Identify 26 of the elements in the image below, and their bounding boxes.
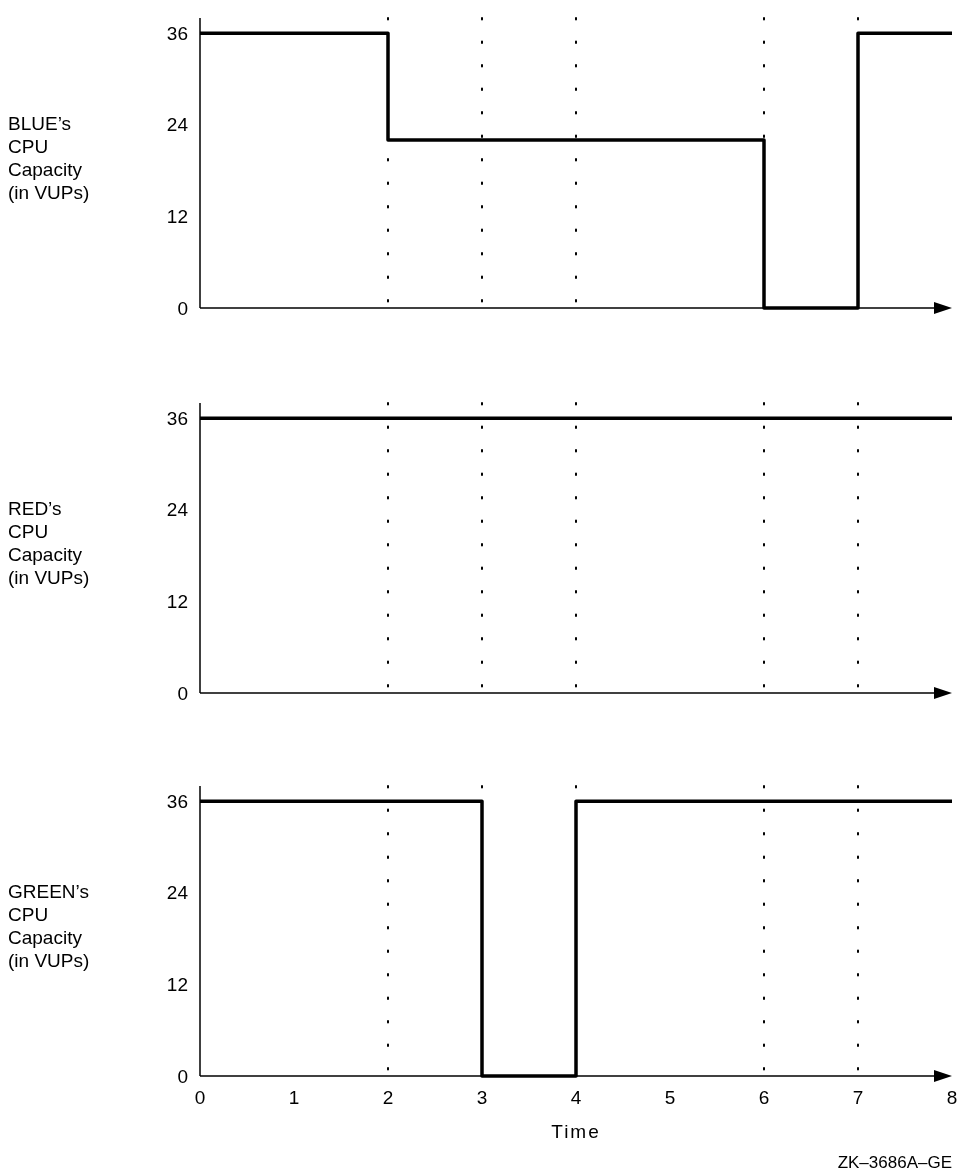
x-tick-label: 7 [852, 1087, 864, 1108]
y-tick-label: 12 [166, 206, 188, 228]
x-tick-label: 0 [194, 1087, 206, 1108]
y-tick-label: 24 [166, 882, 189, 904]
y-axis-title: GREEN’s CPU Capacity (in VUPs) [8, 881, 90, 971]
y-tick-label: 24 [166, 499, 189, 521]
x-tick-label: 5 [664, 1087, 676, 1108]
y-axis-title: BLUE’s CPU Capacity (in VUPs) [8, 113, 90, 203]
y-tick-label: 36 [166, 22, 188, 44]
y-tick-label: 12 [166, 974, 188, 996]
x-tick-label: 1 [288, 1087, 300, 1108]
x-tick-label: 4 [570, 1087, 582, 1108]
y-tick-label: 12 [166, 591, 188, 613]
x-axis-title: Time [551, 1121, 601, 1142]
y-tick-label: 24 [166, 114, 189, 136]
x-tick-label: 3 [476, 1087, 488, 1108]
y-axis-title: RED’s CPU Capacity (in VUPs) [8, 498, 90, 588]
x-tick-label: 2 [382, 1087, 394, 1108]
y-tick-label: 36 [166, 407, 188, 429]
y-tick-label: 0 [177, 297, 188, 319]
x-tick-label: 8 [946, 1087, 958, 1108]
text: ZK–3686A–GE [837, 1153, 952, 1172]
y-tick-label: 36 [166, 790, 188, 812]
y-tick-label: 0 [177, 1065, 188, 1087]
x-tick-label: 6 [758, 1087, 770, 1108]
y-tick-label: 0 [177, 682, 188, 704]
